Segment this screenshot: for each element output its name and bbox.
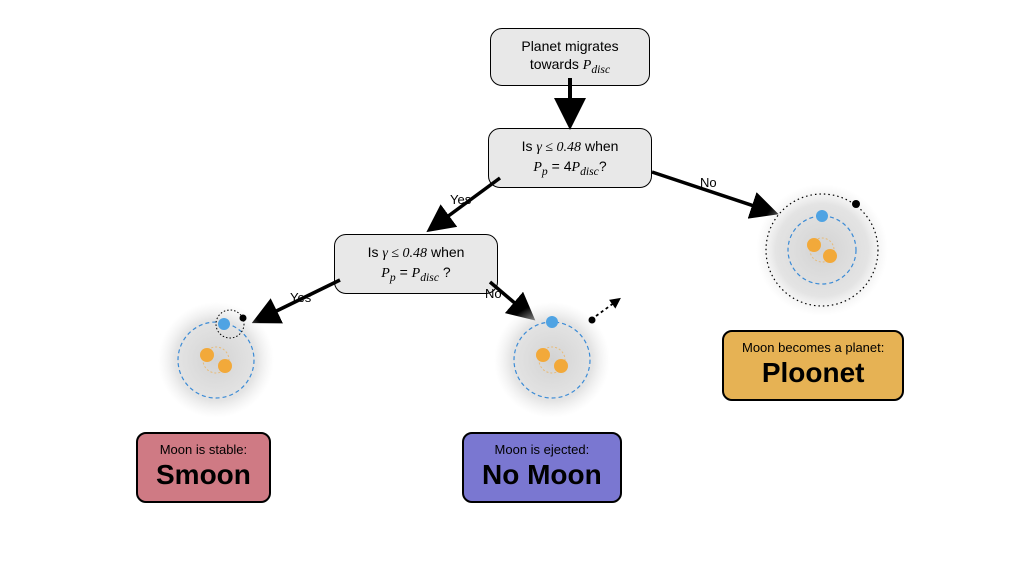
nomoon-orbit-icon [494,300,618,418]
smoon-main: Smoon [156,459,251,491]
ploonet-main: Ploonet [742,357,884,389]
smoon-orbit-icon [158,302,274,418]
q2-line1: Is γ ≤ 0.48 when [351,243,481,263]
result-nomoon: Moon is ejected: No Moon [462,432,622,503]
q1-line2: Pp = 4Pdisc? [505,157,635,179]
q2-line2: Pp = Pdisc ? [351,263,481,285]
node-start: Planet migrates towards Pdisc [490,28,650,86]
result-ploonet: Moon becomes a planet: Ploonet [722,330,904,401]
start-line2: towards Pdisc [507,55,633,77]
node-q2: Is γ ≤ 0.48 when Pp = Pdisc ? [334,234,498,294]
edge-label-no2: No [485,286,502,301]
result-smoon: Moon is stable: Smoon [136,432,271,503]
ploonet-sub: Moon becomes a planet: [742,340,884,355]
ploonet-orbit-icon [756,184,888,316]
edge-label-no1: No [700,175,717,190]
node-q1: Is γ ≤ 0.48 when Pp = 4Pdisc? [488,128,652,188]
smoon-sub: Moon is stable: [156,442,251,457]
nomoon-main: No Moon [482,459,602,491]
edge-label-yes2: Yes [290,290,311,305]
q1-line1: Is γ ≤ 0.48 when [505,137,635,157]
start-line1: Planet migrates [507,37,633,55]
nomoon-sub: Moon is ejected: [482,442,602,457]
edge-label-yes1: Yes [450,192,471,207]
